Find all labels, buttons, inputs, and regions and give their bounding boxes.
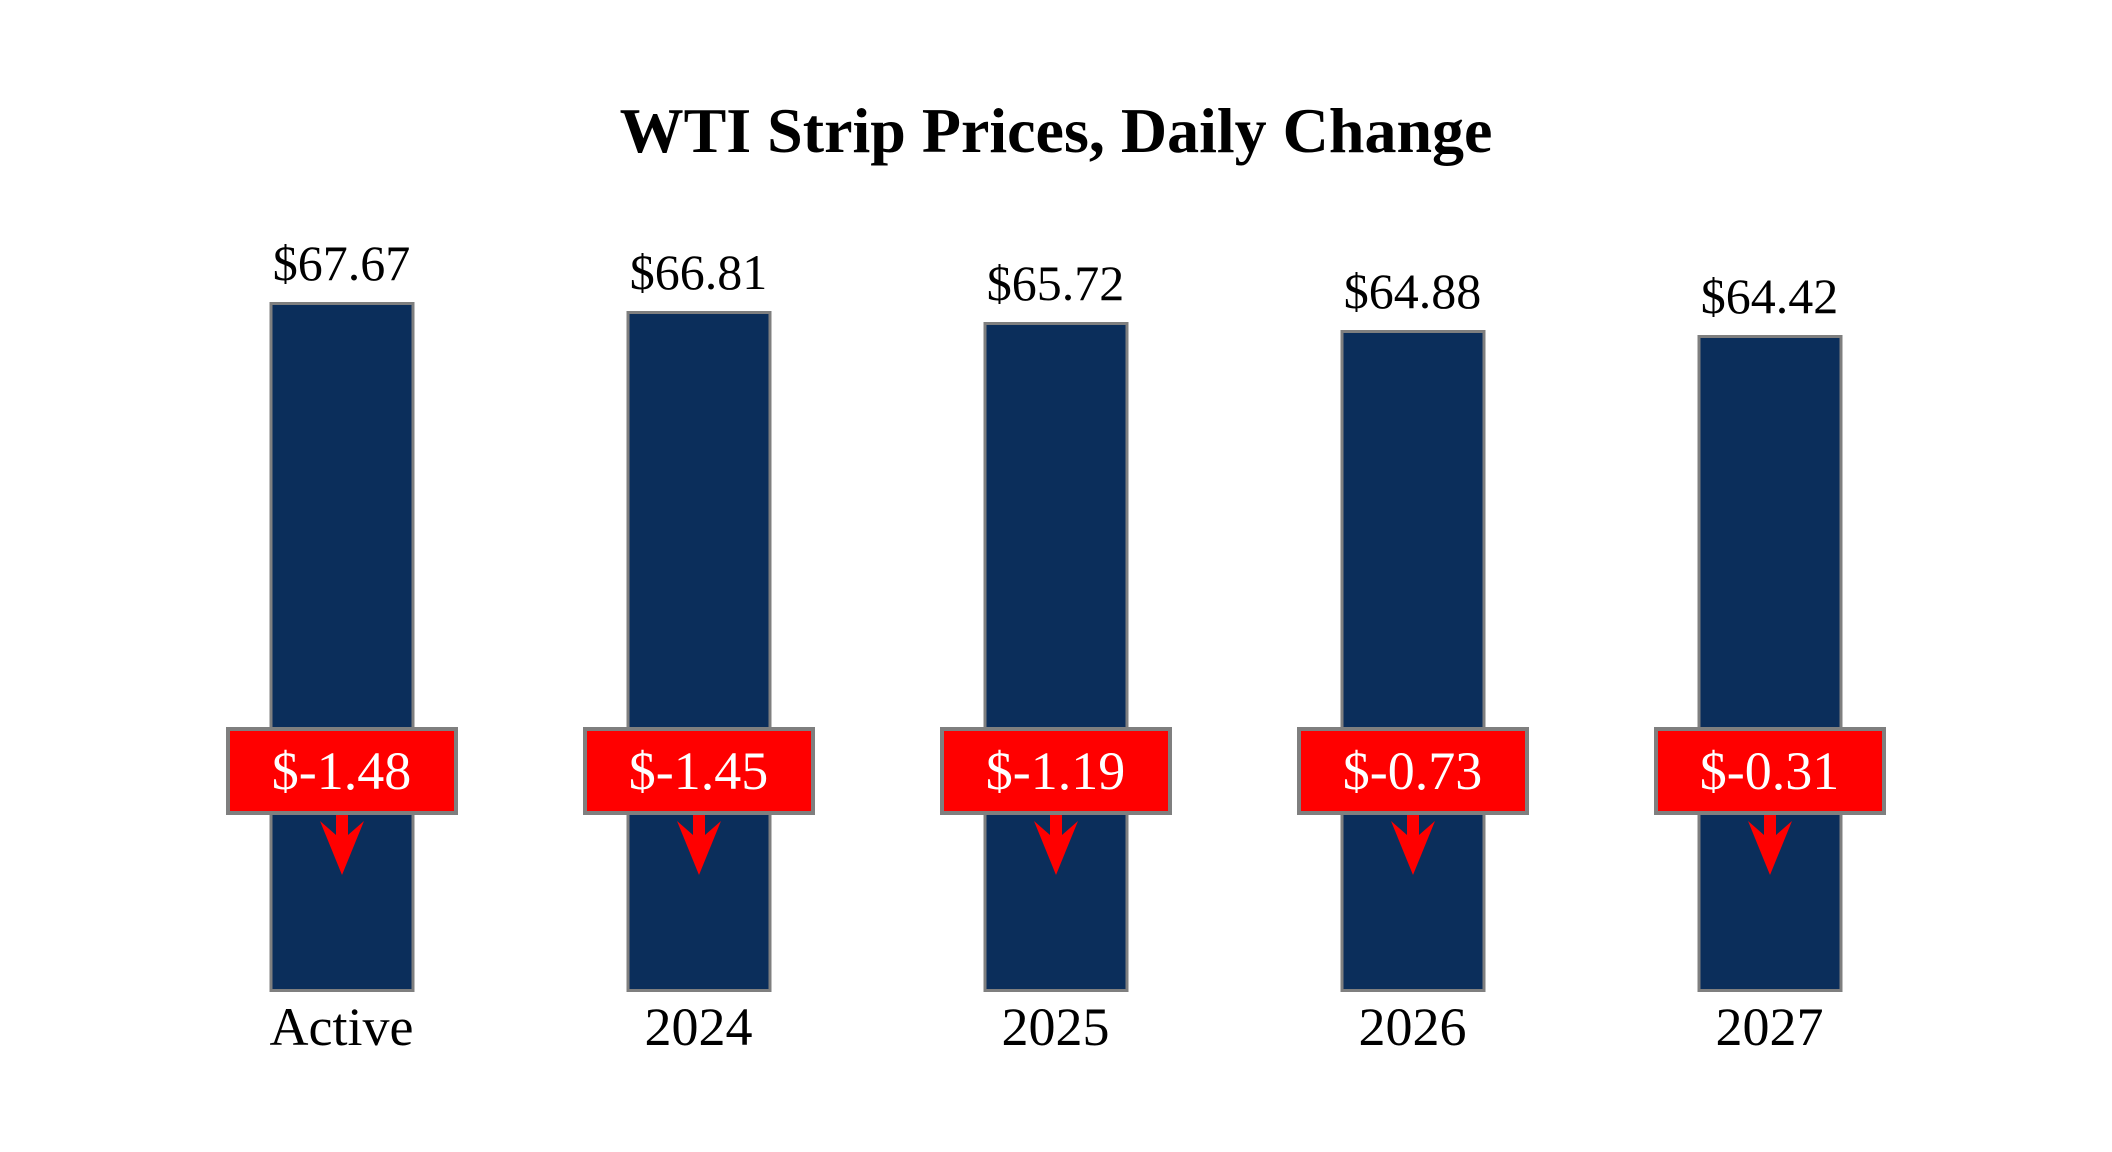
down-arrow-icon	[1747, 813, 1792, 875]
price-label: $67.67	[272, 235, 411, 291]
bar-group-2025: $65.72 $-1.19 2025	[877, 0, 1234, 1152]
price-bar	[1697, 335, 1842, 992]
price-label: $64.42	[1700, 268, 1839, 324]
change-box: $-1.48	[225, 727, 458, 815]
bar-group-active: $67.67 $-1.48 Active	[163, 0, 520, 1152]
chart-title: WTI Strip Prices, Daily Change	[619, 95, 1493, 166]
bar-group-2024: $66.81 $-1.45 2024	[520, 0, 877, 1152]
bar-group-2026: $64.88 $-0.73 2026	[1234, 0, 1591, 1152]
category-label: 2027	[1715, 997, 1824, 1057]
category-label: 2026	[1358, 997, 1467, 1057]
price-label: $64.88	[1343, 263, 1482, 319]
category-label: 2025	[1001, 997, 1110, 1057]
down-arrow-icon	[319, 813, 364, 875]
price-bar	[626, 311, 771, 992]
change-box: $-0.73	[1296, 727, 1529, 815]
down-arrow-icon	[676, 813, 721, 875]
price-bar	[269, 302, 414, 992]
price-label: $66.81	[629, 244, 768, 300]
bar-group-2027: $64.42 $-0.31 2027	[1591, 0, 1948, 1152]
price-label: $65.72	[986, 255, 1125, 311]
category-label: 2024	[644, 997, 753, 1057]
category-label: Active	[269, 997, 414, 1057]
down-arrow-icon	[1033, 813, 1078, 875]
change-box: $-0.31	[1653, 727, 1886, 815]
plot-area: $67.67 $-1.48 Active $66.81 $-1.45 2024 …	[163, 0, 1948, 1152]
change-box: $-1.19	[939, 727, 1172, 815]
down-arrow-icon	[1390, 813, 1435, 875]
price-bar	[983, 322, 1128, 992]
change-box: $-1.45	[582, 727, 815, 815]
price-bar	[1340, 330, 1485, 992]
